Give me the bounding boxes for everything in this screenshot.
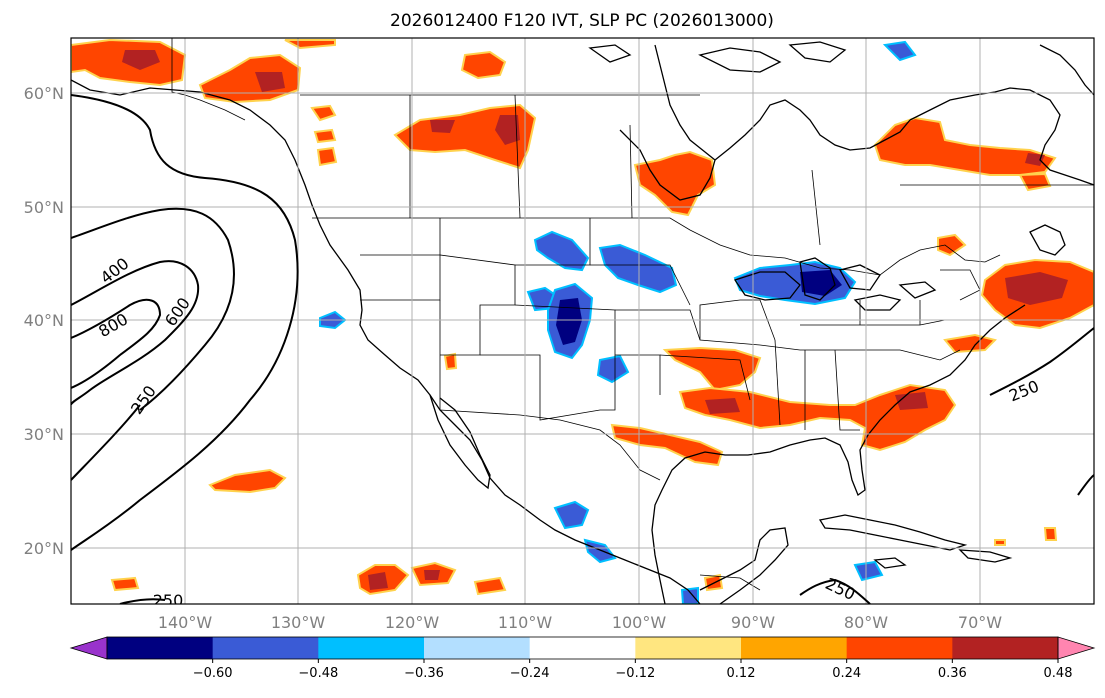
ivt-negative-anomaly xyxy=(596,354,630,384)
slp-contour-line xyxy=(71,260,200,406)
ivt-positive-anomaly xyxy=(1043,527,1058,541)
lat-label-40n: 40°N xyxy=(24,311,64,330)
colorbar-segment xyxy=(846,637,953,659)
ivt-strong-anomaly xyxy=(705,398,740,414)
ivt-negative-anomaly xyxy=(553,500,590,530)
lon-label-100w: 100°W xyxy=(612,613,667,632)
ivt-positive-anomaly xyxy=(937,233,967,257)
colorbar-segment xyxy=(107,637,214,659)
ivt-positive-anomaly xyxy=(633,150,717,217)
colorbar-segment xyxy=(741,637,848,659)
ivt-positive-anomaly xyxy=(994,539,1006,546)
graticule xyxy=(71,38,1094,604)
ivt-positive-anomaly xyxy=(943,333,997,354)
ivt-strong-anomaly xyxy=(1025,153,1045,166)
slp-contour-line xyxy=(71,298,162,389)
ivt-negative-anomaly xyxy=(882,40,917,62)
colorbar-tick-label: 0.48 xyxy=(1044,666,1073,681)
lat-label-20n: 20°N xyxy=(24,539,64,558)
lat-label-60n: 60°N xyxy=(24,84,64,103)
lon-label-110w: 110°W xyxy=(498,613,553,632)
colorbar-tick-label: 0.36 xyxy=(938,666,967,681)
ivt-strong-anomaly xyxy=(424,570,440,580)
slp-contour-line xyxy=(1077,474,1094,496)
colorbar-tick-label: −0.24 xyxy=(510,666,550,681)
slp-label-250: 250 xyxy=(153,591,184,610)
ivt-strong-anomaly xyxy=(895,392,928,410)
slp-contour-line xyxy=(71,404,141,481)
lon-label-70w: 70°W xyxy=(958,613,1002,632)
colorbar-extend-min xyxy=(69,636,108,660)
colorbar-segment xyxy=(424,637,531,659)
ivt-positive-anomaly xyxy=(473,576,507,596)
lon-label-80w: 80°W xyxy=(844,613,888,632)
colorbar: −0.60 −0.48 −0.36 −0.24 −0.12 0.12 0.24 0.36 0.4… xyxy=(69,636,1096,681)
ivt-positive-anomaly xyxy=(310,104,337,122)
ivt-positive-anomaly xyxy=(703,573,724,592)
colorbar-tick-label: 0.12 xyxy=(727,666,756,681)
longitude-labels: 140°W 130°W 120°W 110°W 100°W 90°W 80°W … xyxy=(158,613,1002,632)
colorbar-segment xyxy=(318,637,425,659)
colorbar-outline xyxy=(106,636,1059,660)
slp-contour-line xyxy=(119,598,166,604)
ivt-strong-anomaly xyxy=(1005,272,1068,305)
colorbar-segment xyxy=(635,637,742,659)
lat-label-30n: 30°N xyxy=(24,425,64,444)
colorbar-tick-label: −0.48 xyxy=(298,666,338,681)
map-title: 2026012400 F120 IVT, SLP PC (2026013000) xyxy=(390,11,774,31)
lon-label-90w: 90°W xyxy=(731,613,775,632)
slp-contour-line xyxy=(71,94,299,551)
colorbar-extend-max xyxy=(1057,636,1096,660)
latitude-labels: 60°N 50°N 40°N 30°N 20°N xyxy=(24,84,64,558)
ivt-positive-anomaly xyxy=(110,576,140,592)
lon-label-130w: 130°W xyxy=(271,613,326,632)
ivt-positive-anomaly xyxy=(873,116,1057,176)
coastlines xyxy=(71,41,1094,604)
political-borders xyxy=(171,38,1094,591)
ivt-strong-negative-anomaly xyxy=(556,298,582,345)
colorbar-segment xyxy=(952,637,1059,659)
colorbar-tick-label: −0.12 xyxy=(615,666,655,681)
slp-contour-line xyxy=(989,327,1094,396)
ivt-strong-anomaly xyxy=(495,115,520,145)
ivt-negative-anomaly xyxy=(680,586,699,604)
colorbar-tick-label: −0.60 xyxy=(193,666,233,681)
slp-contour-line xyxy=(799,578,871,604)
ivt-positive-anomaly xyxy=(208,468,287,494)
colorbar-tick-label: −0.36 xyxy=(404,666,444,681)
ivt-strong-anomaly xyxy=(122,50,160,70)
lon-label-140w: 140°W xyxy=(158,613,213,632)
lon-label-120w: 120°W xyxy=(385,613,440,632)
ivt-strong-anomaly xyxy=(368,572,388,590)
ivt-positive-anomaly xyxy=(443,352,458,371)
map-frame xyxy=(70,37,1095,605)
colorbar-tick-label: 0.24 xyxy=(832,666,861,681)
ivt-negative-anomaly xyxy=(853,560,884,582)
ivt-negative-anomaly xyxy=(533,230,590,272)
map-panel: 400 800 600 250 250 250 250 xyxy=(70,37,1095,610)
ivt-positive-anomaly xyxy=(313,128,337,144)
ivt-positive-anomaly xyxy=(316,146,338,167)
ivt-strong-negative-anomaly xyxy=(800,270,842,296)
colorbar-segment xyxy=(529,637,636,659)
ivt-positive-anomaly xyxy=(198,53,302,104)
ivt-strong-anomaly xyxy=(255,72,285,92)
ivt-strong-anomaly xyxy=(430,120,455,133)
lat-label-50n: 50°N xyxy=(24,198,64,217)
ivt-negative-anomaly xyxy=(583,538,617,564)
slp-contour-line xyxy=(71,207,235,411)
slp-contours xyxy=(71,94,1094,604)
ivt-positive-anomaly xyxy=(460,50,507,80)
ivt-negative-anomaly xyxy=(598,243,678,294)
colorbar-segment xyxy=(212,637,319,659)
ivt-positive-anomaly xyxy=(662,346,762,392)
